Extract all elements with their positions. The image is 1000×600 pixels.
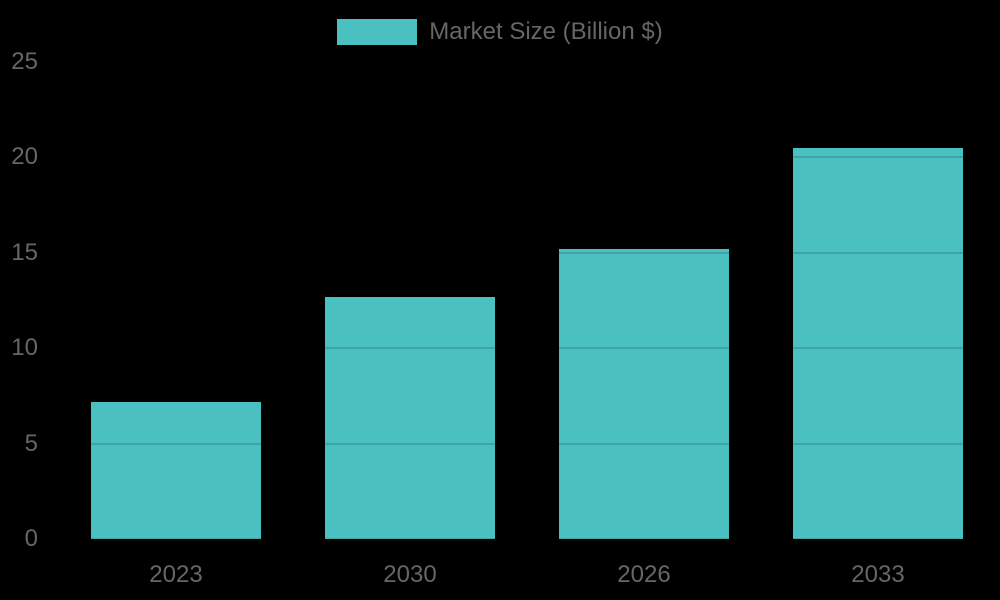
gridline-5 — [59, 442, 995, 445]
x-tick-label-2033: 2033 — [851, 561, 905, 588]
x-tick-label-2023: 2023 — [149, 561, 203, 588]
gridline-10 — [59, 347, 995, 350]
legend-swatch — [337, 19, 418, 45]
x-tick-label-2026: 2026 — [617, 561, 671, 588]
gridline-15 — [59, 251, 995, 254]
bar-2030 — [325, 297, 495, 539]
y-tick-label-15: 15 — [11, 238, 38, 266]
bar-2026 — [559, 249, 729, 539]
y-tick-label-5: 5 — [24, 429, 38, 457]
plot-area — [59, 61, 995, 540]
gridline-0 — [59, 538, 995, 540]
gridline-20 — [59, 156, 995, 159]
y-tick-label-20: 20 — [11, 143, 38, 171]
x-tick-label-2030: 2030 — [383, 561, 437, 588]
bar-2023 — [91, 402, 261, 539]
y-tick-label-10: 10 — [11, 334, 38, 362]
y-tick-label-0: 0 — [24, 525, 38, 552]
bar-2033 — [793, 148, 963, 539]
legend-label: Market Size (Billion $) — [429, 18, 663, 45]
chart-legend: Market Size (Billion $) — [0, 19, 1000, 45]
gridline-25 — [59, 61, 995, 63]
y-tick-label-25: 25 — [11, 48, 38, 75]
